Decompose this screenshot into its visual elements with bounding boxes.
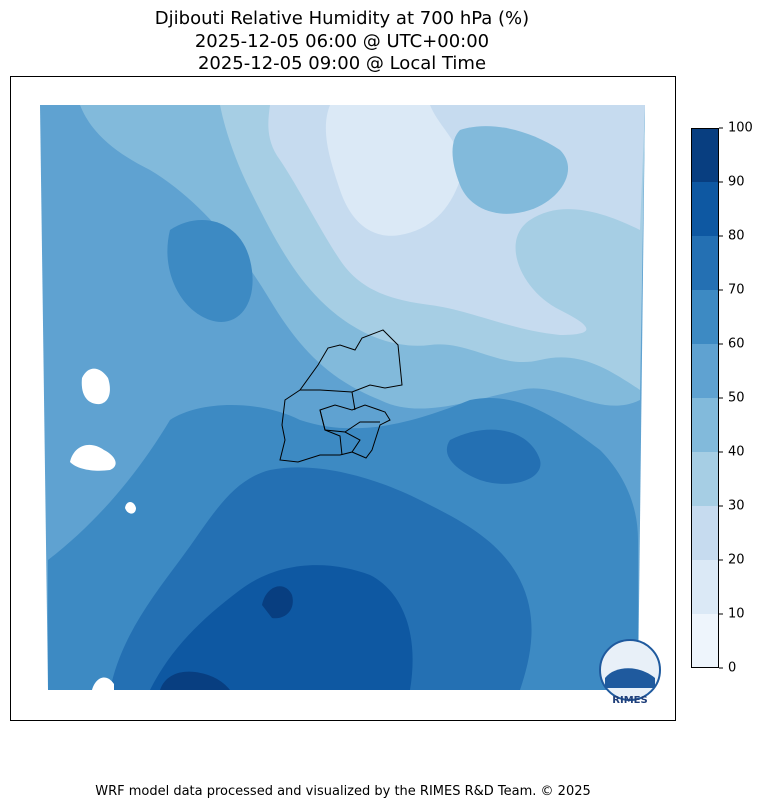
colorbar-band [691, 560, 719, 614]
field-region [452, 126, 569, 214]
field-region [325, 105, 463, 236]
colorbar-outline [691, 128, 719, 668]
colorbar-band [691, 452, 719, 506]
colorbar-band [691, 614, 719, 668]
colorbar-tick-label: 10 [728, 607, 745, 622]
colorbar-tick-label: 90 [728, 175, 745, 190]
logo-text: RIMES [612, 695, 647, 706]
field-region [150, 565, 413, 690]
country-borders [279, 329, 403, 463]
region-border [279, 389, 391, 463]
missing-data [81, 368, 110, 405]
logo: RIMES [599, 639, 661, 706]
colorbar-band [691, 182, 719, 236]
colorbar-tick-label: 100 [728, 121, 753, 136]
colorbar-tick-label: 70 [728, 283, 745, 298]
humidity-field [40, 105, 645, 690]
missing-data [70, 444, 116, 471]
logo-wave [605, 668, 655, 688]
colorbar-tick-label: 40 [728, 445, 745, 460]
colorbar-tick-label: 30 [728, 499, 745, 514]
region-border [319, 409, 343, 456]
colorbar-tick-label: 0 [728, 661, 736, 676]
colorbar-tick-label: 80 [728, 229, 745, 244]
colorbar-band [691, 128, 719, 182]
colorbar-band [691, 236, 719, 290]
title-line: 2025-12-05 09:00 @ Local Time [198, 53, 486, 74]
colorbar-band [691, 506, 719, 560]
title-line: 2025-12-05 06:00 @ UTC+00:00 [195, 31, 489, 52]
field-region [446, 429, 541, 484]
colorbar-band [691, 290, 719, 344]
title-line: Djibouti Relative Humidity at 700 hPa (%… [155, 8, 529, 29]
colorbar-band [691, 398, 719, 452]
region-border [344, 421, 380, 433]
colorbar-band [691, 344, 719, 398]
missing-data [92, 677, 114, 690]
colorbar-tick-label: 60 [728, 337, 745, 352]
colorbar-tick-label: 50 [728, 391, 745, 406]
field-region [262, 586, 293, 619]
colorbar: 0 10 20 30 40 50 60 70 80 90 100 [691, 121, 753, 676]
field-region [160, 671, 230, 690]
field-region [167, 220, 253, 322]
region-border [351, 391, 356, 411]
missing-data [125, 502, 136, 514]
footer: WRF model data processed and visualized … [95, 784, 591, 799]
region-border [299, 329, 403, 393]
colorbar-tick-label: 20 [728, 553, 745, 568]
